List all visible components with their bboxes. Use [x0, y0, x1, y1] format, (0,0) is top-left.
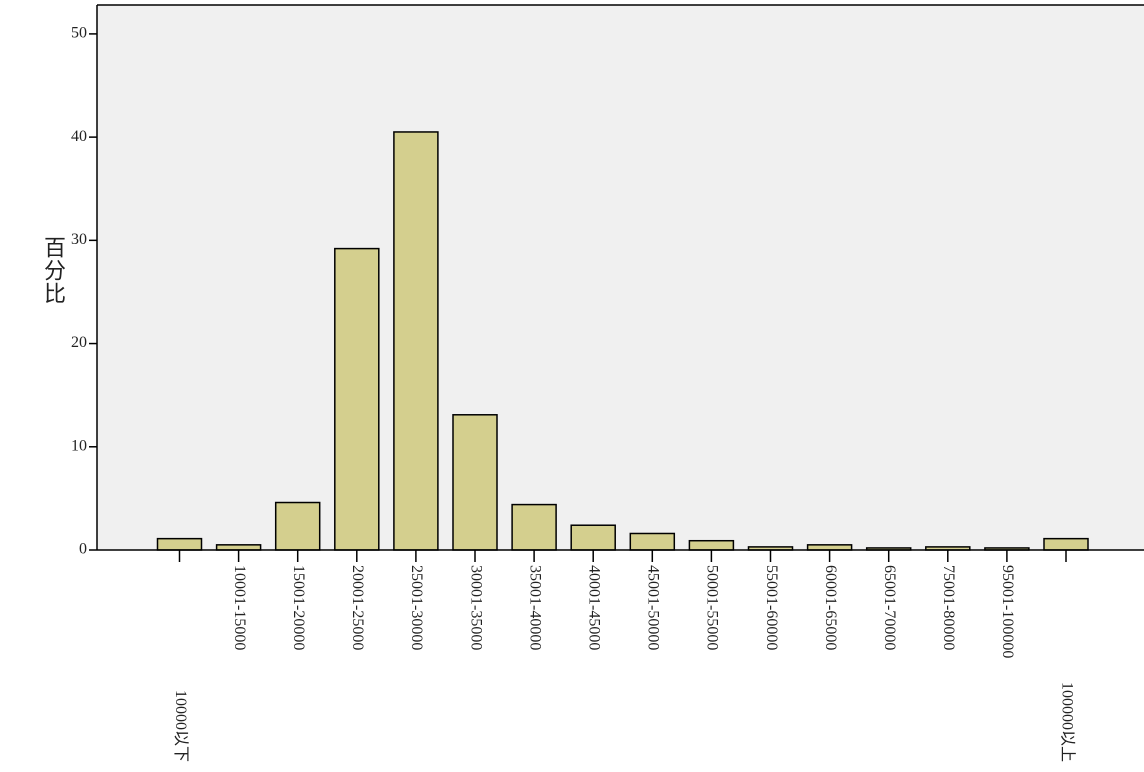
x-tick-label: 50001-55000: [704, 565, 721, 650]
bar: [570, 524, 616, 551]
x-tick-label: 100000以上: [1058, 682, 1076, 762]
x-tick-label: 95001-100000: [999, 565, 1016, 658]
bar: [452, 414, 498, 551]
y-axis-label: 百分比: [40, 236, 65, 305]
x-tick-label: 45001-50000: [645, 565, 662, 650]
bar: [156, 537, 203, 551]
bar: [806, 544, 853, 551]
plot-background: [97, 5, 1144, 550]
bar: [215, 544, 262, 551]
bar: [629, 532, 676, 551]
x-tick-label: 55001-60000: [763, 565, 780, 650]
y-tick-label: 30: [71, 231, 87, 248]
x-tick-label: 35001-40000: [526, 565, 543, 650]
x-tick-label: 30001-35000: [467, 565, 484, 650]
x-tick-label: 20001-25000: [349, 565, 366, 650]
y-tick-label: 20: [71, 334, 87, 351]
bar: [511, 503, 557, 551]
bar: [1043, 537, 1089, 551]
y-tick-label: 10: [71, 437, 87, 454]
x-tick-label: 15001-20000: [290, 565, 307, 650]
x-tick-label: 25001-30000: [408, 565, 425, 650]
y-tick-label: 40: [71, 128, 87, 145]
y-tick-label: 0: [79, 541, 87, 558]
x-tick-label: 60001-65000: [822, 565, 839, 650]
x-tick-label: 75001-80000: [940, 565, 957, 650]
x-tick-label: 10000以下: [172, 690, 189, 762]
bar: [274, 501, 321, 551]
y-tick-label: 50: [71, 25, 87, 42]
bar: [393, 131, 439, 551]
bar: [334, 247, 380, 551]
x-tick-label: 65001-70000: [881, 565, 898, 650]
x-tick-label: 40001-45000: [586, 565, 603, 650]
x-tick-label: 10001-15000: [231, 565, 248, 650]
bar: [688, 539, 735, 551]
